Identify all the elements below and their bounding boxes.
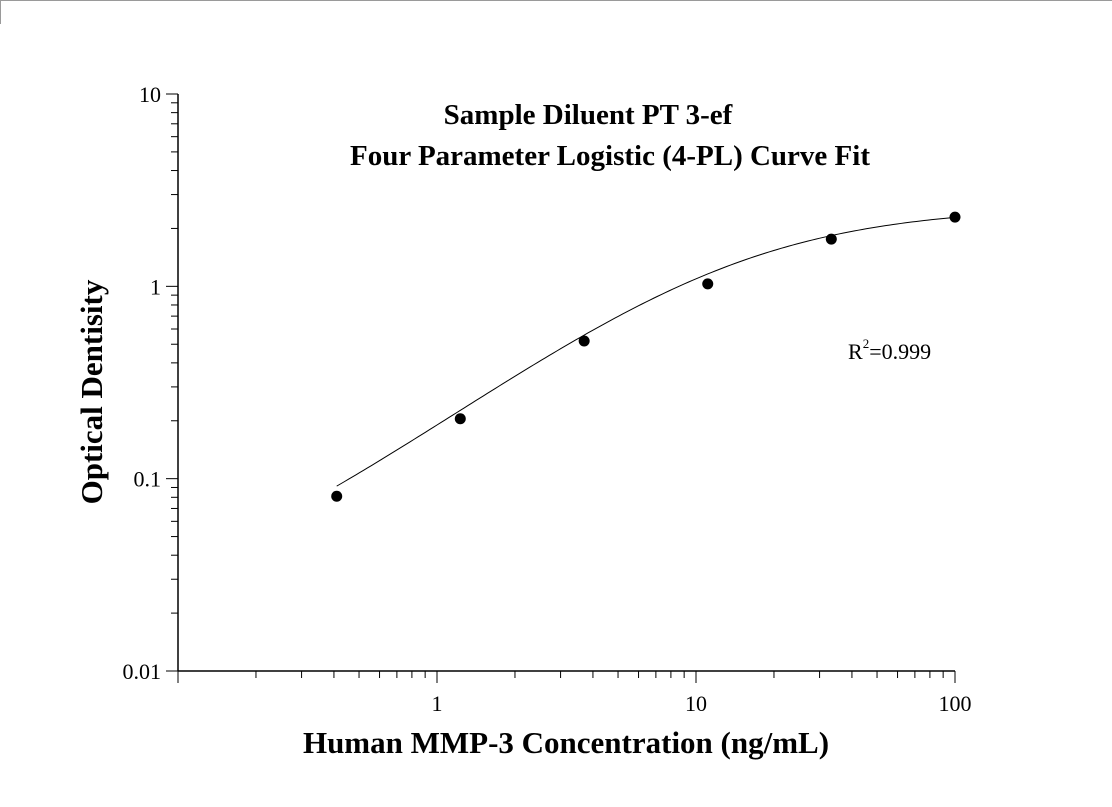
y-tick-label: 1 [150, 274, 161, 299]
data-point [578, 335, 590, 347]
x-tick-label: 100 [939, 691, 972, 716]
y-tick-label: 0.01 [123, 659, 162, 684]
x-axis-ticks: 1 10 100 [177, 671, 972, 716]
fit-curve [336, 216, 956, 487]
y-axis-ticks: 0.01 0.1 1 10 [123, 82, 178, 684]
data-point [825, 233, 837, 245]
r-squared-sup: 2 [863, 336, 870, 351]
data-point [702, 278, 714, 290]
r-squared-annotation: R2=0.999 [848, 336, 931, 364]
chart-title: Sample Diluent PT 3-ef [444, 99, 733, 131]
x-tick-label: 10 [685, 691, 707, 716]
chart-subtitle: Four Parameter Logistic (4-PL) Curve Fit [350, 140, 870, 172]
y-tick-label: 0.1 [134, 467, 162, 492]
r-squared-base: R [848, 339, 863, 364]
r-squared-value: =0.999 [869, 339, 931, 364]
data-point [454, 413, 466, 425]
y-axis-title: Optical Dentisity [74, 279, 109, 504]
data-point [331, 490, 343, 502]
data-point [949, 211, 961, 223]
x-axis-title: Human MMP-3 Concentration (ng/mL) [303, 725, 829, 760]
y-tick-label: 10 [139, 82, 161, 107]
x-tick-label: 1 [432, 691, 443, 716]
data-points [331, 211, 961, 502]
axes [177, 94, 955, 672]
